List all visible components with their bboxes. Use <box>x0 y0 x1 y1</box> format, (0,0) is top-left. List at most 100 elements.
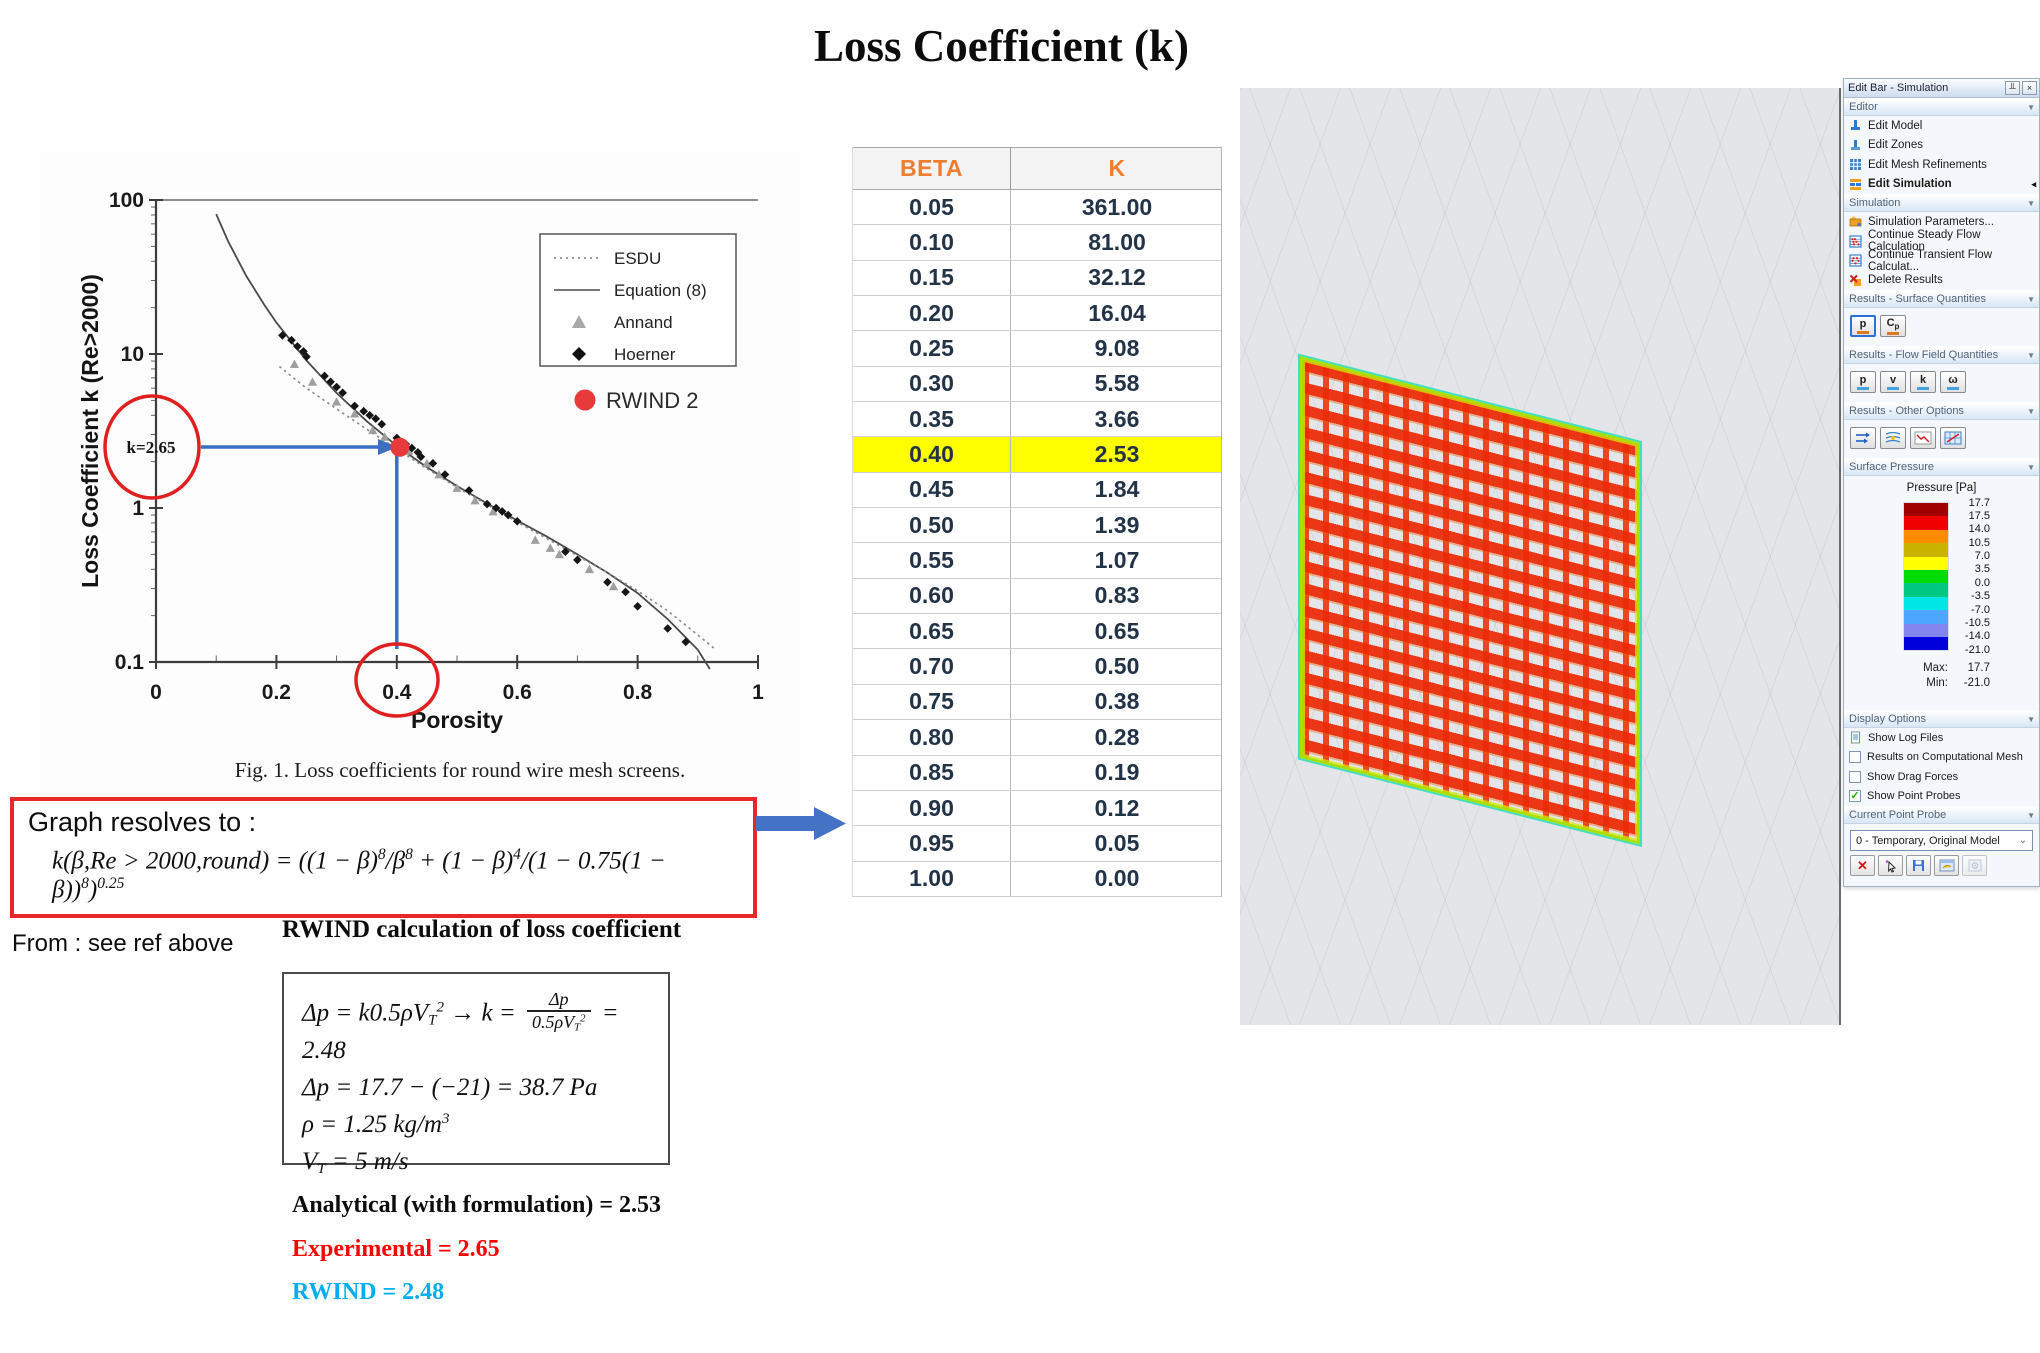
sidebar-item-edit-simulation[interactable]: Edit Simulation ◂ <box>1844 175 2039 195</box>
y-tick-01: 0.1 <box>115 651 145 674</box>
annand-point <box>488 506 498 516</box>
table-cell: 81.00 <box>1088 229 1146 256</box>
hoerner-point <box>413 447 423 457</box>
simulation-3d-viewport[interactable] <box>1240 88 1841 1025</box>
hoerner-point <box>377 419 387 429</box>
probe-values-button[interactable] <box>1934 855 1959 876</box>
table-body: 0.05 361.00 0.10 81.00 0.15 32.12 0.20 16.04 0.2… <box>853 190 1221 897</box>
hoerner-point <box>633 601 642 611</box>
panel-title: Edit Bar - Simulation <box>1848 82 1949 94</box>
option-show-log-files[interactable]: Show Log Files <box>1844 728 2039 748</box>
scale-value: -14.0 <box>1964 630 1990 643</box>
table-cell: 0.30 <box>853 366 1011 402</box>
section-header-simulation[interactable]: Simulation ▼ <box>1844 194 2039 212</box>
probe-settings-button[interactable] <box>1962 855 1987 876</box>
section-header-display-options[interactable]: Display Options ▼ <box>1844 710 2039 728</box>
sidebar-item-continue-steady-flow[interactable]: Continue Steady Flow Calculation <box>1844 229 2039 253</box>
close-button[interactable]: × <box>2022 81 2037 95</box>
table-row: 1.00 0.00 <box>853 861 1221 897</box>
flow-lines-button[interactable] <box>1850 427 1876 449</box>
option-show-point-probes[interactable]: ✓ Show Point Probes <box>1849 790 1961 803</box>
hoerner-point <box>326 377 335 387</box>
y-tick-10: 10 <box>121 343 144 366</box>
color-band <box>1904 596 1948 611</box>
result-experimental: Experimental = 2.65 <box>292 1236 500 1262</box>
flow-omega-button[interactable]: ω <box>1940 371 1966 393</box>
edit-simulation-icon <box>1850 178 1861 190</box>
hoerner-point <box>573 555 582 565</box>
hoerner-point <box>365 410 375 420</box>
surface-pressure-button[interactable]: p <box>1850 315 1876 337</box>
option-results-on-computational-mesh[interactable]: Results on Computational Mesh <box>1844 748 2039 768</box>
point-probe-dropdown[interactable]: 0 - Temporary, Original Model ⌄ <box>1850 830 2033 851</box>
section-header-editor[interactable]: Editor ▼ <box>1844 98 2039 116</box>
rwind-data-point-layer <box>390 437 410 457</box>
surface-cp-button[interactable]: Cp <box>1880 315 1906 337</box>
streamlines-button[interactable] <box>1880 427 1906 449</box>
table-cell: 0.19 <box>1094 759 1140 786</box>
table-row: 0.50 1.39 <box>853 508 1221 544</box>
y-axis-label: Loss Coefficient k (Re>2000) <box>77 274 103 588</box>
continue-transient-icon <box>1849 254 1862 267</box>
sidebar-item-simulation-parameters[interactable]: Simulation Parameters... <box>1844 212 2039 232</box>
annand-marker-sample <box>572 315 586 328</box>
point-graph-button[interactable] <box>1910 427 1936 449</box>
hoerner-point <box>681 637 691 647</box>
section-header-other-options[interactable]: Results - Other Options ▼ <box>1844 402 2039 420</box>
save-probe-button[interactable] <box>1906 855 1931 876</box>
checkbox-unchecked[interactable] <box>1849 770 1861 783</box>
calc-formula-box: Δp = k0.5ρVT2 → k = Δp 0.5ρVT2 = 2.48 Δp … <box>282 972 670 1177</box>
result-diagram-button[interactable] <box>1940 427 1966 449</box>
annand-point <box>530 535 540 544</box>
pick-probe-button[interactable] <box>1878 855 1903 876</box>
auto-hide-pin-button[interactable]: ╨ <box>2005 81 2020 95</box>
save-icon <box>1913 860 1924 871</box>
hoerner-point <box>428 459 438 468</box>
color-band <box>1904 516 1948 530</box>
sidebar-item-edit-model[interactable]: Edit Model <box>1844 116 2039 136</box>
figure-caption: Fig. 1. Loss coefficients for round wire… <box>234 758 686 782</box>
annand-point <box>434 469 444 479</box>
legend-annand: Annand <box>614 313 673 332</box>
sidebar-item-edit-zones[interactable]: Edit Zones <box>1844 136 2039 156</box>
annand-point <box>350 409 360 418</box>
link-arrow-icon <box>756 807 846 840</box>
point-probe-buttons: ✕ <box>1850 855 2033 876</box>
annand-point <box>608 581 619 591</box>
result-diagram-icon <box>1944 431 1962 445</box>
annand-point <box>584 564 595 574</box>
section-header-surface-quantities[interactable]: Results - Surface Quantities ▼ <box>1844 290 2039 308</box>
sidebar-item-edit-mesh-refinements[interactable]: Edit Mesh Refinements <box>1844 155 2039 175</box>
sidebar-item-delete-results[interactable]: Delete Results <box>1844 271 2039 291</box>
flow-pressure-button[interactable]: p <box>1850 371 1876 393</box>
legend-esdu: ESDU <box>614 249 661 268</box>
k-value-text: k=2.65 <box>127 438 176 457</box>
table-header-row: BETA K <box>853 147 1221 190</box>
table-header-beta: BETA <box>853 148 1011 189</box>
section-header-current-point-probe[interactable]: Current Point Probe ▼ <box>1844 806 2039 824</box>
x-tick-06: 0.6 <box>503 681 532 704</box>
scale-value: -3.5 <box>1971 590 1990 603</box>
rwind-dot-sample <box>574 389 596 411</box>
flow-k-button[interactable]: k <box>1910 371 1936 393</box>
checkbox-checked[interactable]: ✓ <box>1849 790 1861 803</box>
sidebar-item-continue-transient-flow[interactable]: Continue Transient Flow Calculat... <box>1844 249 2039 273</box>
section-header-surface-pressure[interactable]: Surface Pressure ▼ <box>1844 458 2039 476</box>
scale-value: 17.7 <box>1968 496 1990 509</box>
checkbox-unchecked[interactable] <box>1849 751 1861 764</box>
flow-lines-icon <box>1856 432 1870 444</box>
x-tick-04: 0.4 <box>382 681 412 704</box>
delete-probe-button[interactable]: ✕ <box>1850 855 1875 876</box>
panel-title-bar: Edit Bar - Simulation ╨ × <box>1844 79 2039 98</box>
annand-point <box>545 543 555 552</box>
section-header-flow-field-quantities[interactable]: Results - Flow Field Quantities ▼ <box>1844 346 2039 364</box>
color-band <box>1904 583 1948 597</box>
chevron-down-icon: ▼ <box>2027 714 2035 724</box>
edit-model-icon <box>1851 120 1860 131</box>
scale-value: 10.5 <box>1968 536 1990 549</box>
edit-mesh-refinements-icon <box>1850 159 1861 171</box>
annand-point <box>554 549 564 559</box>
option-show-drag-forces[interactable]: Show Drag Forces <box>1844 767 2039 787</box>
calc-line-4: VT = 5 m/s <box>302 1147 409 1177</box>
flow-velocity-button[interactable]: v <box>1880 371 1906 393</box>
